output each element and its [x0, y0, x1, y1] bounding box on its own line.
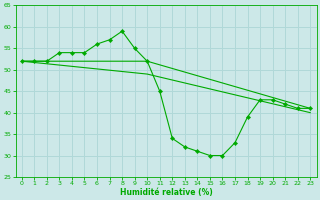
X-axis label: Humidité relative (%): Humidité relative (%) — [120, 188, 212, 197]
